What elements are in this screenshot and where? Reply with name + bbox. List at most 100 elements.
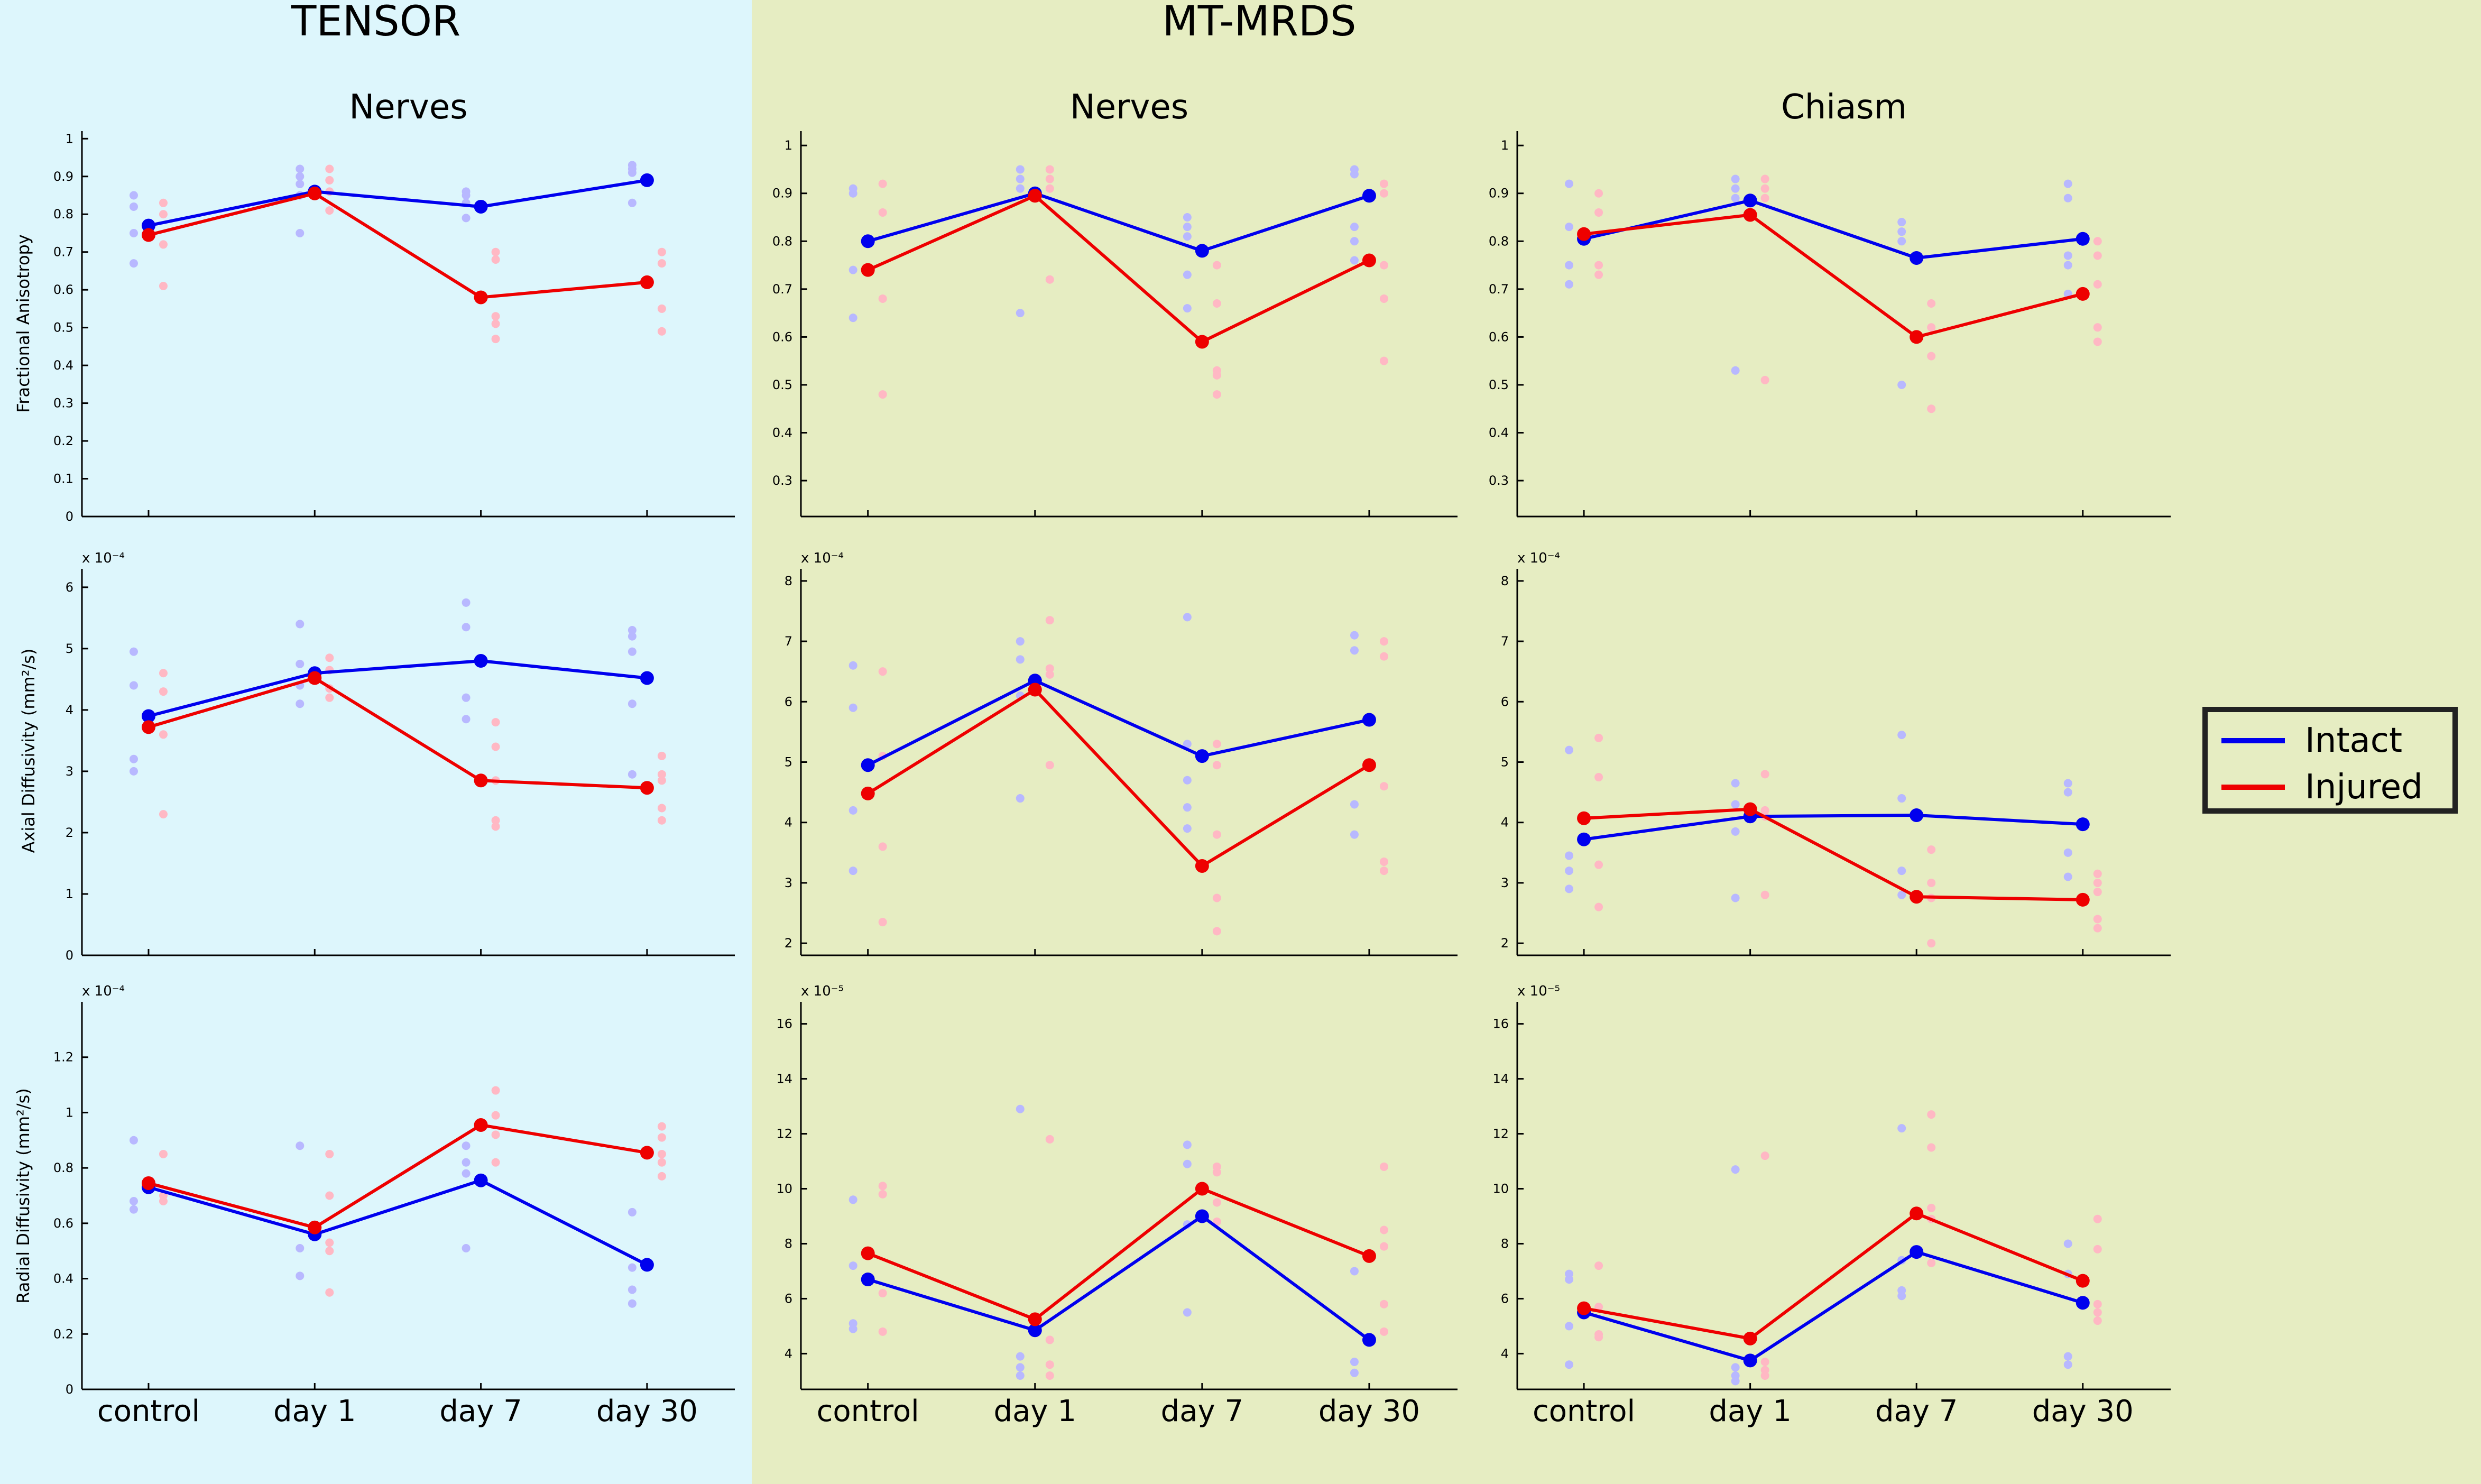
intact-series-line — [867, 1214, 1370, 1341]
y-tick-label: 5 — [1501, 755, 1509, 770]
intact-sample-point — [1731, 193, 1740, 202]
injured-mean-point — [308, 186, 322, 200]
x-tick-label: day 1 — [994, 1394, 1076, 1428]
injured-sample-point — [878, 1327, 887, 1336]
injured-sample-point — [1212, 740, 1221, 749]
intact-series-line — [148, 178, 648, 227]
injured-mean-point — [1910, 890, 1924, 904]
y-axis-label: Radial Diffusivity (mm²/s) — [13, 1088, 33, 1304]
injured-sample-point — [159, 240, 168, 249]
injured-sample-point — [1760, 770, 1769, 779]
y-tick-label: 0.7 — [772, 282, 792, 297]
injured-sample-point — [878, 294, 887, 303]
injured-sample-point — [325, 653, 334, 662]
injured-sample-point — [491, 247, 500, 256]
y-tick-label: 1 — [66, 131, 73, 146]
injured-mean-point — [308, 1220, 322, 1234]
injured-sample-point — [1379, 1242, 1388, 1251]
tensor-section-title: TENSOR — [291, 0, 461, 45]
intact-sample-point — [1731, 1377, 1740, 1386]
injured-sample-point — [1379, 356, 1388, 365]
intact-sample-point — [296, 1243, 305, 1252]
injured-mean-point — [2076, 287, 2090, 301]
injured-mean-point — [1362, 253, 1376, 268]
injured-sample-point — [159, 210, 168, 219]
y-tick-label: 12 — [1492, 1127, 1509, 1141]
injured-sample-point — [159, 1149, 168, 1158]
intact-sample-point — [1016, 174, 1025, 183]
injured-sample-point — [491, 255, 500, 264]
intact-sample-point — [1183, 304, 1192, 313]
intact-sample-point — [1183, 824, 1192, 833]
injured-mean-point — [1910, 330, 1924, 344]
mtmrds-background — [752, 0, 2481, 1484]
injured-mean-point — [1028, 1312, 1042, 1326]
y-tick-label: 1.2 — [53, 1050, 73, 1065]
intact-sample-point — [129, 754, 138, 763]
injured-sample-point — [1927, 1203, 1936, 1212]
y-axis-label: Fractional Anisotropy — [13, 234, 33, 413]
intact-sample-point — [848, 189, 857, 198]
y-tick-label: 0.8 — [772, 234, 792, 248]
y-tick-label: 14 — [1492, 1072, 1509, 1086]
injured-sample-point — [1760, 1358, 1769, 1367]
intact-sample-point — [1016, 309, 1025, 318]
injured-sample-point — [1045, 1335, 1054, 1344]
legend-injured-swatch — [2221, 785, 2285, 790]
injured-series-line — [148, 191, 648, 299]
y-tick-label: 0.3 — [772, 473, 792, 488]
injured-sample-point — [1379, 179, 1388, 188]
intact-mean-point — [861, 1273, 875, 1287]
injured-sample-point — [325, 1238, 334, 1247]
intact-series-line — [148, 659, 648, 718]
injured-sample-point — [1594, 733, 1603, 742]
injured-mean-point — [1743, 1331, 1757, 1345]
injured-sample-point — [325, 1288, 334, 1297]
y-tick-label: 6 — [785, 694, 792, 709]
intact-sample-point — [1016, 655, 1025, 664]
intact-sample-point — [1731, 827, 1740, 836]
injured-sample-point — [1927, 323, 1936, 332]
intact-sample-point — [1183, 803, 1192, 812]
y-tick-label: 4 — [1501, 815, 1509, 830]
intact-sample-point — [129, 1205, 138, 1214]
injured-sample-point — [2093, 878, 2102, 887]
injured-sample-point — [1594, 208, 1603, 217]
injured-sample-point — [325, 164, 334, 173]
y-exponent-label: x 10⁻⁵ — [1517, 983, 1560, 999]
legend: Intact Injured — [2202, 707, 2458, 814]
injured-sample-point — [1212, 390, 1221, 399]
x-tick-label: day 30 — [1318, 1394, 1420, 1428]
intact-sample-point — [628, 632, 637, 641]
injured-sample-point — [2093, 1214, 2102, 1223]
y-tick-label: 4 — [785, 815, 792, 830]
injured-sample-point — [1760, 806, 1769, 815]
injured-sample-point — [2093, 915, 2102, 924]
injured-sample-point — [2093, 924, 2102, 933]
y-exponent-label: x 10⁻⁴ — [82, 550, 125, 566]
intact-sample-point — [2063, 788, 2072, 797]
intact-sample-point — [1016, 637, 1025, 646]
intact-series-line — [1583, 814, 2083, 841]
mtmrds-section-title: MT-MRDS — [1162, 0, 1357, 45]
injured-sample-point — [1594, 261, 1603, 270]
intact-mean-point — [640, 173, 654, 187]
intact-sample-point — [628, 1285, 637, 1294]
y-tick-label: 2 — [66, 825, 73, 840]
y-tick-label: 7 — [1501, 634, 1509, 649]
y-tick-label: 1 — [1501, 138, 1509, 153]
intact-sample-point — [1350, 237, 1359, 246]
intact-sample-point — [1016, 1371, 1025, 1380]
injured-sample-point — [2093, 1299, 2102, 1308]
injured-sample-point — [878, 179, 887, 188]
injured-mean-point — [1577, 227, 1591, 241]
y-tick-label: 8 — [785, 1236, 792, 1251]
injured-sample-point — [1594, 902, 1603, 911]
injured-sample-point — [325, 1149, 334, 1158]
y-exponent-label: x 10⁻⁴ — [82, 983, 125, 999]
tensor-background — [0, 0, 752, 1484]
injured-sample-point — [657, 776, 666, 785]
injured-series-line — [867, 193, 1370, 344]
injured-sample-point — [878, 918, 887, 927]
intact-sample-point — [1183, 232, 1192, 241]
